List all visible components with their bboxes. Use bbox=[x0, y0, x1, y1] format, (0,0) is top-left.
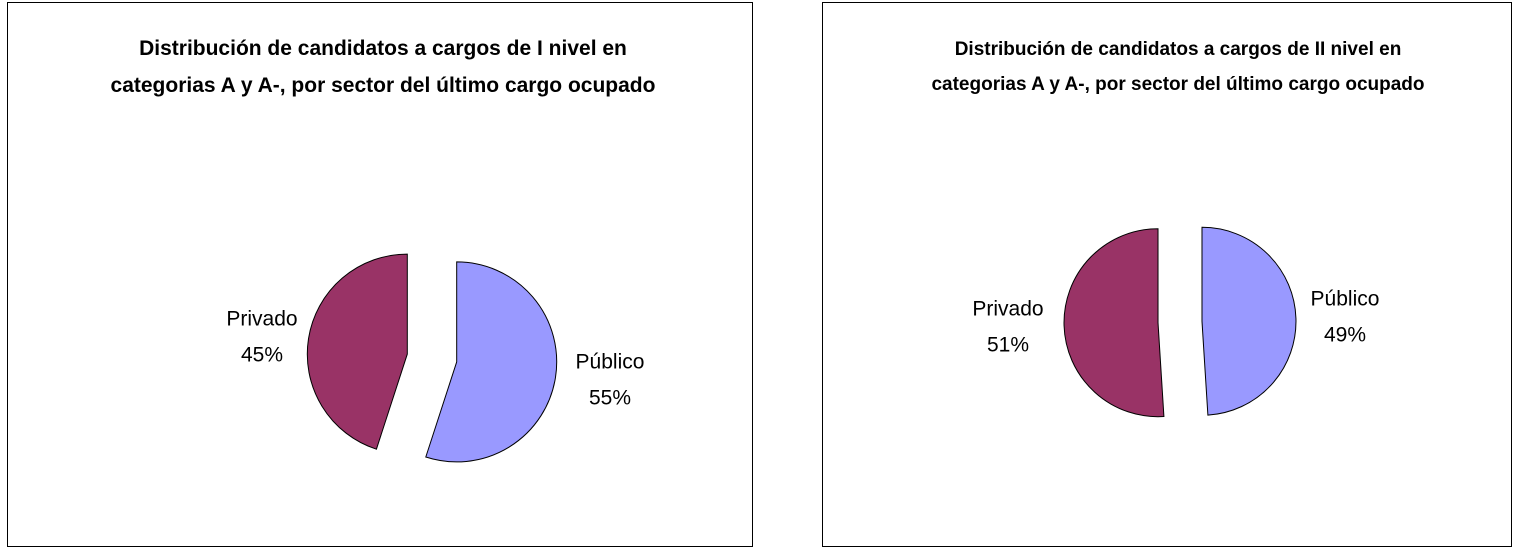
pie-slice bbox=[425, 261, 558, 463]
slice-value: 49% bbox=[1324, 324, 1366, 347]
slice-value: 45% bbox=[241, 344, 283, 367]
pie-slice bbox=[306, 253, 408, 450]
pie-slice bbox=[1063, 228, 1165, 418]
chart-title: Distribución de candidatos a cargos de I… bbox=[110, 37, 656, 97]
slice-value: 55% bbox=[589, 387, 631, 410]
slice-label: Privado bbox=[972, 298, 1043, 321]
slice-value: 51% bbox=[987, 334, 1029, 357]
slice-label: Público bbox=[576, 351, 645, 374]
chart-title: Distribución de candidatos a cargos de I… bbox=[931, 39, 1425, 95]
chart-frame bbox=[822, 2, 1512, 547]
pie-slice bbox=[1201, 226, 1297, 416]
slice-label: Público bbox=[1311, 288, 1380, 311]
slice-label: Privado bbox=[226, 308, 297, 331]
